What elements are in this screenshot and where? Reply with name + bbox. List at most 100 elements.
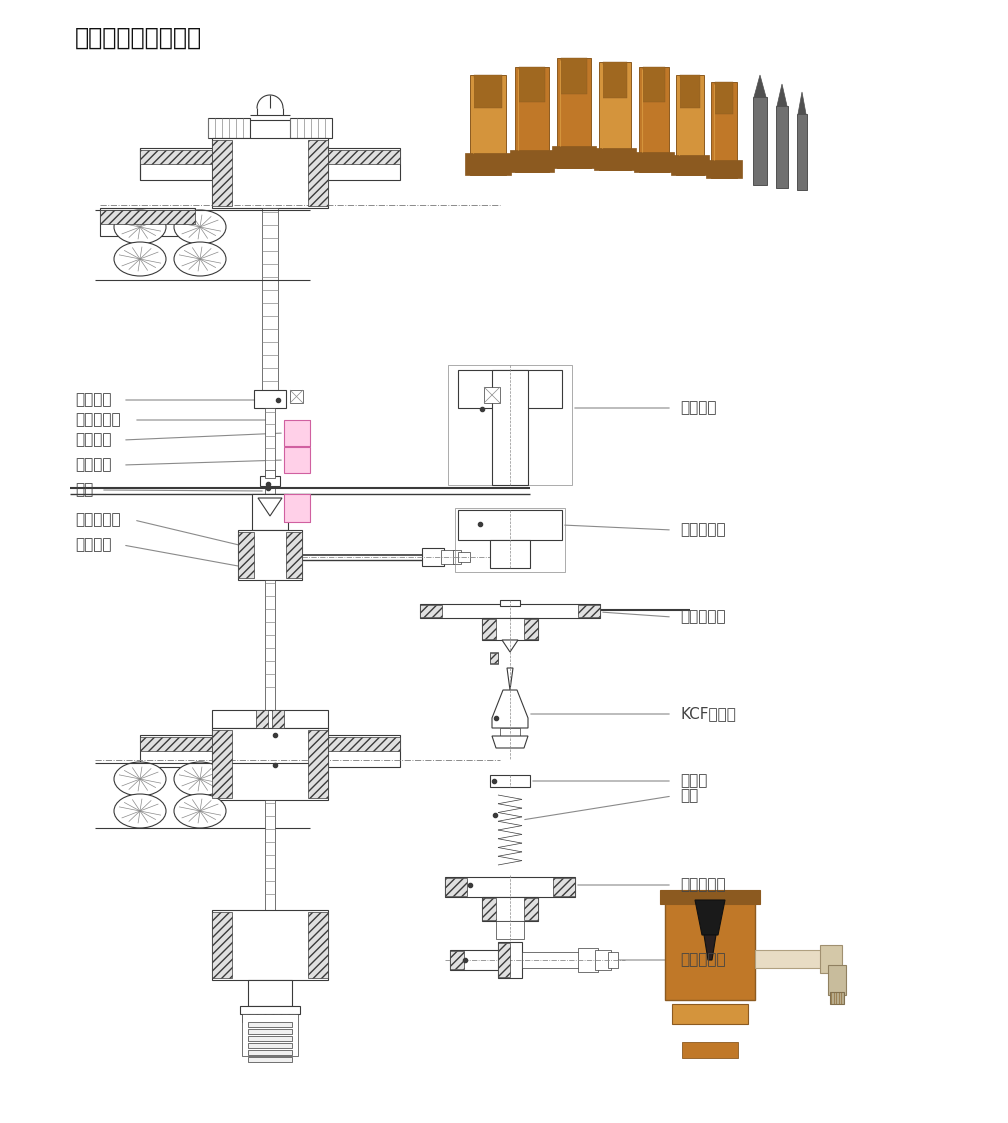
Text: 绝缘垫: 绝缘垫	[680, 774, 708, 788]
Bar	[455, 508, 565, 572]
Text: 电极连杆: 电极连杆	[680, 401, 717, 416]
Text: 螺母电极盖: 螺母电极盖	[680, 610, 726, 624]
Text: 螺母上电极: 螺母上电极	[680, 522, 726, 538]
Bar	[328, 737, 400, 751]
Bar	[290, 420, 310, 446]
Bar	[140, 734, 212, 767]
Bar	[706, 159, 742, 179]
Bar	[290, 390, 303, 403]
Ellipse shape	[174, 794, 226, 828]
Bar	[519, 67, 545, 102]
Bar	[474, 75, 502, 108]
Bar	[553, 878, 575, 896]
Bar	[286, 532, 302, 578]
Bar	[482, 897, 538, 921]
Bar	[328, 734, 400, 767]
Polygon shape	[502, 640, 518, 652]
Bar	[753, 97, 767, 185]
Bar	[248, 980, 292, 1006]
Bar	[212, 140, 232, 206]
Bar	[212, 138, 328, 208]
Ellipse shape	[114, 210, 166, 244]
Bar	[212, 730, 232, 798]
Bar	[284, 494, 310, 522]
Bar	[420, 605, 442, 617]
Bar	[290, 1014, 296, 1022]
Bar	[522, 952, 582, 968]
Bar	[442, 550, 455, 564]
Bar	[242, 1014, 298, 1056]
Bar	[515, 67, 549, 172]
Text: 下电极管: 下电极管	[75, 538, 112, 553]
Bar	[599, 62, 631, 170]
Bar	[453, 550, 461, 564]
Ellipse shape	[114, 241, 166, 276]
Bar	[665, 900, 755, 999]
Bar	[212, 710, 328, 728]
Bar	[490, 652, 498, 664]
Bar	[450, 951, 464, 969]
Bar	[578, 948, 598, 973]
Bar	[445, 877, 575, 897]
Text: 凸焊螺母: 凸焊螺母	[75, 457, 112, 473]
Bar	[254, 390, 286, 408]
Text: 钢板: 钢板	[75, 483, 94, 497]
Bar	[272, 710, 284, 728]
Text: 上电极管: 上电极管	[75, 393, 112, 408]
Bar	[208, 118, 250, 138]
Bar	[240, 1006, 300, 1014]
Ellipse shape	[174, 210, 226, 244]
Polygon shape	[258, 497, 282, 515]
Bar	[492, 369, 528, 485]
Bar	[265, 471, 275, 478]
Bar	[328, 148, 400, 180]
Bar	[672, 1004, 748, 1024]
Bar	[682, 1042, 738, 1058]
Bar	[603, 62, 627, 98]
Bar	[266, 1014, 272, 1022]
Ellipse shape	[114, 763, 166, 796]
Bar	[284, 494, 310, 522]
Bar	[248, 1037, 292, 1041]
Bar	[671, 155, 709, 175]
Bar	[552, 146, 596, 168]
Bar	[608, 952, 618, 968]
Bar	[797, 115, 807, 190]
Text: 螺母电极座: 螺母电极座	[680, 877, 726, 893]
Bar	[490, 540, 530, 568]
Bar	[498, 942, 522, 978]
Bar	[660, 891, 760, 904]
Polygon shape	[507, 668, 513, 690]
Bar	[482, 619, 496, 639]
Bar	[250, 1014, 256, 1022]
Bar	[212, 910, 328, 980]
Bar	[248, 1029, 292, 1034]
Bar	[755, 950, 825, 968]
Bar	[262, 208, 278, 408]
Ellipse shape	[174, 241, 226, 276]
Bar	[500, 600, 520, 606]
Bar	[557, 58, 591, 168]
Bar	[830, 992, 844, 1004]
Bar	[248, 1057, 292, 1062]
Bar	[828, 965, 846, 995]
Text: 螺母电极结构示意图: 螺母电极结构示意图	[75, 26, 203, 51]
Bar	[308, 140, 328, 206]
Bar	[100, 208, 195, 236]
Text: 冷却水管: 冷却水管	[75, 432, 112, 447]
Bar	[248, 1050, 292, 1054]
Bar	[308, 730, 328, 798]
Polygon shape	[492, 690, 528, 728]
Bar	[282, 1014, 288, 1022]
Bar	[500, 728, 520, 736]
Bar	[578, 605, 600, 617]
Bar	[643, 67, 665, 102]
Bar	[490, 652, 498, 663]
Bar	[561, 58, 587, 94]
Bar	[711, 82, 737, 179]
Bar	[258, 1014, 264, 1022]
Bar	[595, 950, 611, 970]
Bar	[450, 950, 500, 970]
Bar	[680, 75, 700, 108]
Bar	[639, 67, 669, 172]
